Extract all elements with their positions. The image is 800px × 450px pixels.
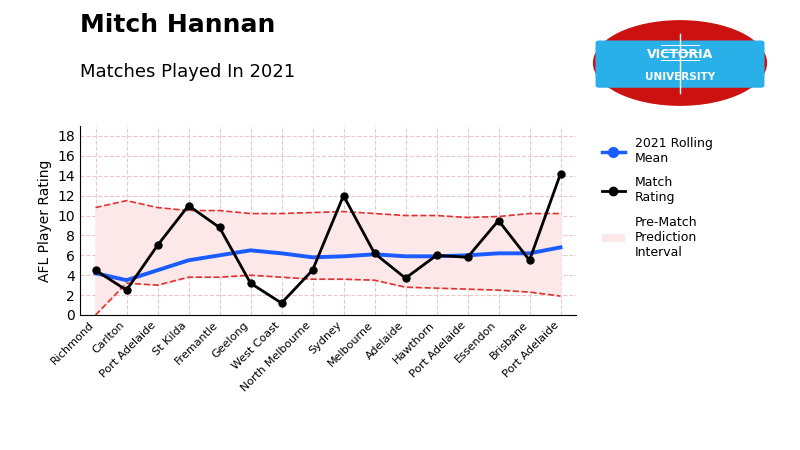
Legend: 2021 Rolling
Mean, Match
Rating, Pre-Match
Prediction
Interval: 2021 Rolling Mean, Match Rating, Pre-Mat… xyxy=(597,132,718,264)
Text: Mitch Hannan: Mitch Hannan xyxy=(80,14,275,37)
FancyBboxPatch shape xyxy=(595,40,765,88)
Text: UNIVERSITY: UNIVERSITY xyxy=(645,72,715,81)
Ellipse shape xyxy=(594,21,766,105)
Text: VICTORIA: VICTORIA xyxy=(647,48,713,60)
Y-axis label: AFL Player Rating: AFL Player Rating xyxy=(38,159,52,282)
Text: Matches Played In 2021: Matches Played In 2021 xyxy=(80,63,295,81)
